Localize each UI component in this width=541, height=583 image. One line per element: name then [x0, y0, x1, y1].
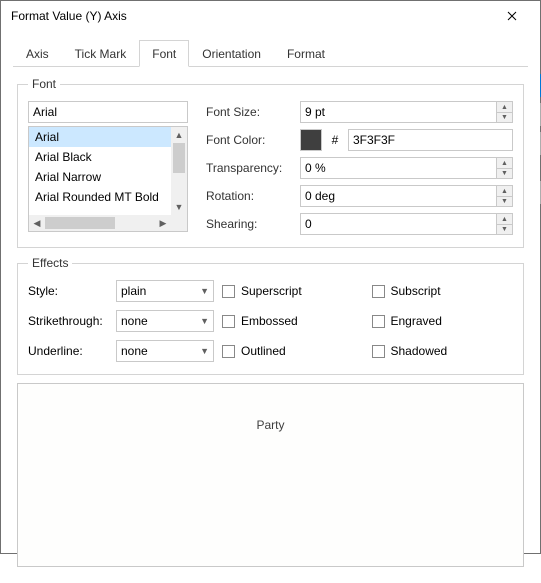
strike-value: none	[121, 314, 148, 328]
color-swatch[interactable]	[300, 129, 322, 151]
font-left-col: Arial Arial Black Arial Narrow Arial Rou…	[28, 101, 188, 235]
checkbox-icon	[372, 315, 385, 328]
spin-up-icon[interactable]: ▲	[496, 101, 513, 112]
font-listbox[interactable]: Arial Arial Black Arial Narrow Arial Rou…	[28, 126, 188, 232]
scroll-right-icon[interactable]: ▶	[155, 215, 171, 231]
spin-up-icon[interactable]: ▲	[496, 157, 513, 168]
outlined-check[interactable]: Outlined	[222, 344, 364, 358]
subscript-check[interactable]: Subscript	[372, 284, 514, 298]
font-right-col: Font Size: ▲▼ Font Color: #	[206, 101, 513, 235]
hscroll-thumb[interactable]	[45, 217, 115, 229]
tab-font[interactable]: Font	[139, 40, 189, 67]
scroll-left-icon[interactable]: ◀	[29, 215, 45, 231]
vertical-scrollbar[interactable]: ▲ ▼	[171, 127, 187, 215]
rotation-label: Rotation:	[206, 189, 294, 203]
underline-label: Underline:	[28, 344, 108, 358]
spin-up-icon[interactable]: ▲	[496, 185, 513, 196]
font-fieldset: Font Arial Arial Black Arial Narrow Aria…	[17, 77, 524, 248]
list-item[interactable]: Arial	[29, 127, 171, 147]
style-label: Style:	[28, 284, 108, 298]
checkbox-icon	[222, 345, 235, 358]
underline-value: none	[121, 344, 148, 358]
spin-down-icon[interactable]: ▼	[496, 224, 513, 235]
window-title: Format Value (Y) Axis	[11, 9, 492, 23]
font-size-input[interactable]	[300, 101, 496, 123]
content-area: Axis Tick Mark Font Orientation Format F…	[1, 31, 540, 583]
effects-grid: Style: plain ▼ Superscript Subscript Stri…	[28, 280, 513, 362]
list-item[interactable]: Arial Rounded MT Bold	[29, 187, 171, 207]
tab-body: Font Arial Arial Black Arial Narrow Aria…	[13, 67, 528, 571]
rotation-spinner[interactable]: ▲▼	[300, 185, 513, 207]
transparency-spinner[interactable]: ▲▼	[300, 157, 513, 179]
effects-fieldset: Effects Style: plain ▼ Superscript Subscr…	[17, 256, 524, 375]
superscript-check[interactable]: Superscript	[222, 284, 364, 298]
horizontal-scrollbar[interactable]: ◀ ▶	[29, 215, 171, 231]
shadowed-label: Shadowed	[391, 344, 448, 358]
close-icon	[507, 11, 517, 21]
vscroll-thumb[interactable]	[173, 143, 185, 173]
checkbox-icon	[222, 285, 235, 298]
embossed-label: Embossed	[241, 314, 298, 328]
hash-label: #	[328, 133, 342, 147]
scroll-down-icon[interactable]: ▼	[171, 199, 187, 215]
spin-up-icon[interactable]: ▲	[496, 213, 513, 224]
font-name-input[interactable]	[28, 101, 188, 123]
list-item[interactable]: Arial Narrow	[29, 167, 171, 187]
font-legend: Font	[28, 77, 60, 91]
preview-text: Party	[256, 418, 284, 432]
checkbox-icon	[372, 285, 385, 298]
chevron-down-icon: ▼	[200, 316, 209, 326]
list-item[interactable]: Arial Black	[29, 147, 171, 167]
checkbox-icon	[372, 345, 385, 358]
underline-combo[interactable]: none ▼	[116, 340, 214, 362]
tab-bar: Axis Tick Mark Font Orientation Format	[13, 39, 528, 67]
embossed-check[interactable]: Embossed	[222, 314, 364, 328]
preview-box: Party	[17, 383, 524, 567]
vscroll-track[interactable]	[171, 143, 187, 199]
font-row: Arial Arial Black Arial Narrow Arial Rou…	[28, 101, 513, 235]
checkbox-icon	[222, 315, 235, 328]
superscript-label: Superscript	[241, 284, 302, 298]
strike-combo[interactable]: none ▼	[116, 310, 214, 332]
shearing-spinner[interactable]: ▲▼	[300, 213, 513, 235]
subscript-label: Subscript	[391, 284, 441, 298]
titlebar: Format Value (Y) Axis	[1, 1, 540, 31]
effects-legend: Effects	[28, 256, 72, 270]
tab-format[interactable]: Format	[274, 40, 338, 67]
shearing-label: Shearing:	[206, 217, 294, 231]
style-combo[interactable]: plain ▼	[116, 280, 214, 302]
chevron-down-icon: ▼	[200, 286, 209, 296]
font-size-spinner[interactable]: ▲▼	[300, 101, 513, 123]
transparency-input[interactable]	[300, 157, 496, 179]
hscroll-track[interactable]	[45, 215, 155, 231]
dialog-window: Format Value (Y) Axis Axis Tick Mark Fon…	[0, 0, 541, 554]
font-color-label: Font Color:	[206, 133, 294, 147]
outlined-label: Outlined	[241, 344, 286, 358]
scrollbar-corner	[171, 215, 187, 231]
engraved-label: Engraved	[391, 314, 442, 328]
tab-axis[interactable]: Axis	[13, 40, 62, 67]
font-list-inner: Arial Arial Black Arial Narrow Arial Rou…	[29, 127, 171, 215]
scroll-up-icon[interactable]: ▲	[171, 127, 187, 143]
style-value: plain	[121, 284, 146, 298]
shadowed-check[interactable]: Shadowed	[372, 344, 514, 358]
left-panel: Axis Tick Mark Font Orientation Format F…	[13, 39, 528, 571]
rotation-input[interactable]	[300, 185, 496, 207]
close-button[interactable]	[492, 1, 532, 31]
spin-down-icon[interactable]: ▼	[496, 168, 513, 179]
tab-orientation[interactable]: Orientation	[189, 40, 274, 67]
spin-down-icon[interactable]: ▼	[496, 196, 513, 207]
chevron-down-icon: ▼	[200, 346, 209, 356]
shearing-input[interactable]	[300, 213, 496, 235]
font-size-label: Font Size:	[206, 105, 294, 119]
transparency-label: Transparency:	[206, 161, 294, 175]
spin-down-icon[interactable]: ▼	[496, 112, 513, 123]
strike-label: Strikethrough:	[28, 314, 108, 328]
engraved-check[interactable]: Engraved	[372, 314, 514, 328]
tab-tick-mark[interactable]: Tick Mark	[62, 40, 140, 67]
color-hex-input[interactable]	[348, 129, 513, 151]
